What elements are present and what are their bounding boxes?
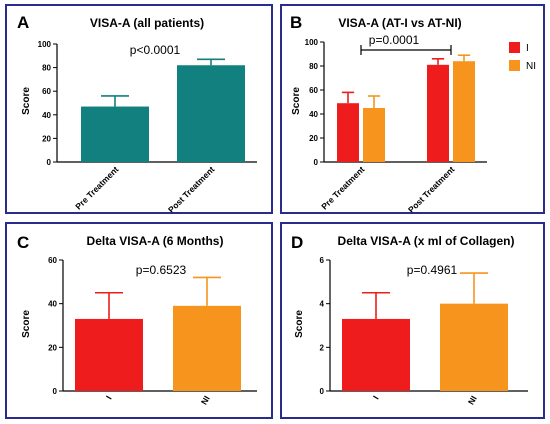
y-tick-label: 40	[42, 111, 51, 120]
y-tick-label: 80	[309, 62, 318, 71]
y-axis-label: Score	[291, 87, 302, 115]
y-tick-label: 6	[320, 256, 325, 265]
legend-swatch-ni	[509, 60, 520, 71]
y-tick-label: 40	[48, 300, 57, 309]
p-value: p=0.4961	[407, 263, 458, 277]
p-value: p=0.6523	[136, 263, 187, 277]
legend-swatch-i	[509, 42, 520, 53]
chart-a-svg: A VISA-A (all patients) p<0.0001 Score 0…	[17, 13, 257, 212]
chart-title: VISA-A (all patients)	[90, 16, 204, 30]
bar	[177, 65, 245, 162]
bar	[342, 318, 410, 391]
panel-letter: C	[17, 233, 29, 252]
chart-d-svg: D Delta VISA-A (x ml of Collagen) p=0.49…	[291, 233, 528, 406]
x-tick-label: NI	[199, 394, 212, 406]
panel-c: C Delta VISA-A (6 Months) p=0.6523 Score…	[5, 222, 273, 419]
panel-d: D Delta VISA-A (x ml of Collagen) p=0.49…	[280, 222, 545, 419]
chart-title: Delta VISA-A (x ml of Collagen)	[338, 234, 515, 248]
panel-letter: B	[290, 13, 302, 32]
y-tick-label: 40	[309, 110, 318, 119]
plot-area: 0 20 40 60 I NI	[48, 256, 257, 406]
y-tick-label: 20	[42, 134, 51, 143]
y-tick-label: 60	[48, 256, 57, 265]
y-axis-label: Score	[294, 310, 305, 338]
chart-title: Delta VISA-A (6 Months)	[87, 234, 224, 248]
legend: I NI	[509, 42, 536, 72]
x-tick-label: Pre Treatment	[319, 164, 366, 211]
plot-area: 0 20 40 60 80 100 Pre Treatment Post Treatment	[305, 38, 487, 212]
bar	[81, 106, 149, 162]
panel-a: A VISA-A (all patients) p<0.0001 Score 0…	[5, 4, 273, 214]
y-tick-label: 0	[53, 387, 58, 396]
chart-title: VISA-A (AT-I vs AT-NI)	[338, 16, 461, 30]
x-tick-label: Post Treatment	[166, 164, 217, 212]
plot-area: 0 20 40 60 80 100 Pre Treatment Post Treatment	[38, 40, 257, 212]
y-axis-label: Score	[21, 87, 32, 115]
panel-b: B VISA-A (AT-I vs AT-NI) p=0.0001 Score …	[280, 4, 545, 214]
bar	[75, 318, 143, 391]
y-tick-label: 0	[314, 158, 319, 167]
y-axis-label: Score	[21, 310, 32, 338]
y-tick-label: 60	[42, 87, 51, 96]
panel-letter: D	[291, 233, 303, 252]
y-tick-label: 100	[305, 38, 319, 47]
y-tick-label: 4	[320, 300, 325, 309]
x-tick-label: Post Treatment	[406, 164, 457, 212]
y-tick-label: 100	[38, 40, 52, 49]
bar	[440, 303, 508, 391]
legend-label-ni: NI	[526, 61, 536, 72]
p-value: p<0.0001	[130, 43, 181, 57]
x-tick-label: I	[371, 394, 381, 401]
y-tick-label: 0	[320, 387, 325, 396]
bar	[427, 64, 449, 162]
bar	[363, 108, 385, 162]
panel-letter: A	[17, 13, 29, 32]
bar	[173, 305, 241, 391]
x-tick-label: I	[104, 394, 114, 401]
plot-area: 0 2 4 6 I NI	[320, 256, 528, 406]
y-tick-label: 0	[47, 158, 52, 167]
y-tick-label: 20	[309, 134, 318, 143]
chart-b-svg: B VISA-A (AT-I vs AT-NI) p=0.0001 Score …	[290, 13, 536, 212]
y-tick-label: 2	[320, 343, 325, 352]
bar	[337, 103, 359, 162]
p-value: p=0.0001	[369, 33, 420, 47]
y-tick-label: 60	[309, 86, 318, 95]
significance-bracket	[360, 45, 452, 55]
x-tick-label: Pre Treatment	[73, 164, 120, 211]
legend-label-i: I	[526, 43, 529, 54]
y-tick-label: 20	[48, 343, 57, 352]
chart-c-svg: C Delta VISA-A (6 Months) p=0.6523 Score…	[17, 233, 257, 406]
bar	[453, 61, 475, 163]
y-tick-label: 80	[42, 64, 51, 73]
x-tick-label: NI	[466, 394, 479, 406]
